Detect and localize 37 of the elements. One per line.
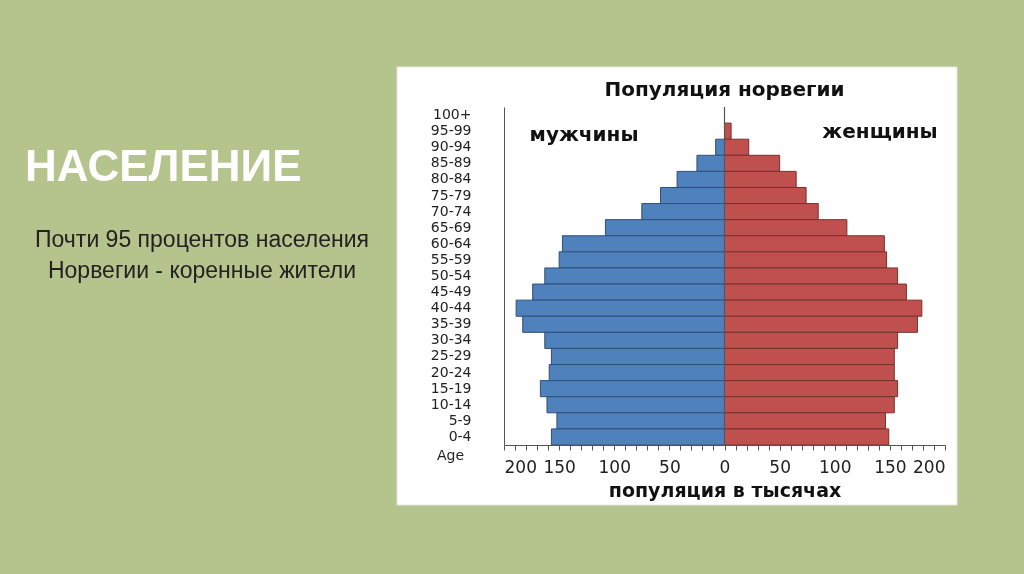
x-tick-label: 150: [543, 456, 576, 477]
y-tick-label: 10-14: [430, 395, 472, 412]
y-tick-label: 60-64: [430, 234, 472, 251]
y-tick-label: 30-34: [430, 331, 472, 348]
x-tick-label: 150: [874, 456, 907, 477]
y-tick-label: 20-24: [430, 363, 472, 380]
y-tick-label: 35-39: [430, 315, 472, 332]
y-tick-label: 5-9: [448, 411, 472, 428]
y-tick-label: 15-19: [430, 379, 472, 396]
x-tick-label: 50: [659, 456, 681, 477]
text: мужчины: [529, 122, 639, 146]
series-label: женщины: [822, 119, 938, 143]
text: Почти 95 процентов населения Норвегии - коренные жители: [35, 226, 369, 283]
y-tick-label: 85-89: [430, 154, 472, 171]
y-tick-label: 45-49: [430, 283, 472, 300]
y-tick-label: 55-59: [430, 250, 472, 267]
y-tick-label: 25-29: [430, 347, 472, 364]
y-tick-label: 100+: [433, 106, 472, 123]
x-tick-label: 0: [719, 456, 731, 477]
y-tick-label: 0-4: [448, 427, 472, 444]
x-tick-label: 200: [504, 456, 537, 477]
y-tick-label: 75-79: [430, 186, 472, 203]
text: НАСЕЛЕНИЕ: [25, 141, 302, 190]
y-tick-label: 80-84: [430, 170, 472, 187]
x-tick-label: 50: [769, 456, 791, 477]
x-tick-label: 200: [913, 456, 946, 477]
y-axis-title: Age: [436, 446, 465, 463]
y-tick-label: 95-99: [430, 122, 472, 139]
y-tick-label: 70-74: [430, 202, 472, 219]
x-tick-label: 100: [819, 456, 852, 477]
x-tick-label: 100: [598, 456, 631, 477]
x-axis-title: популяция в тысячах: [608, 478, 842, 501]
y-tick-label: 50-54: [430, 267, 472, 283]
y-tick-label: 40-44: [430, 299, 472, 316]
y-tick-label: 65-69: [430, 218, 472, 235]
chart-title: Популяция норвегии: [604, 76, 845, 101]
y-tick-label: 90-94: [430, 138, 472, 155]
